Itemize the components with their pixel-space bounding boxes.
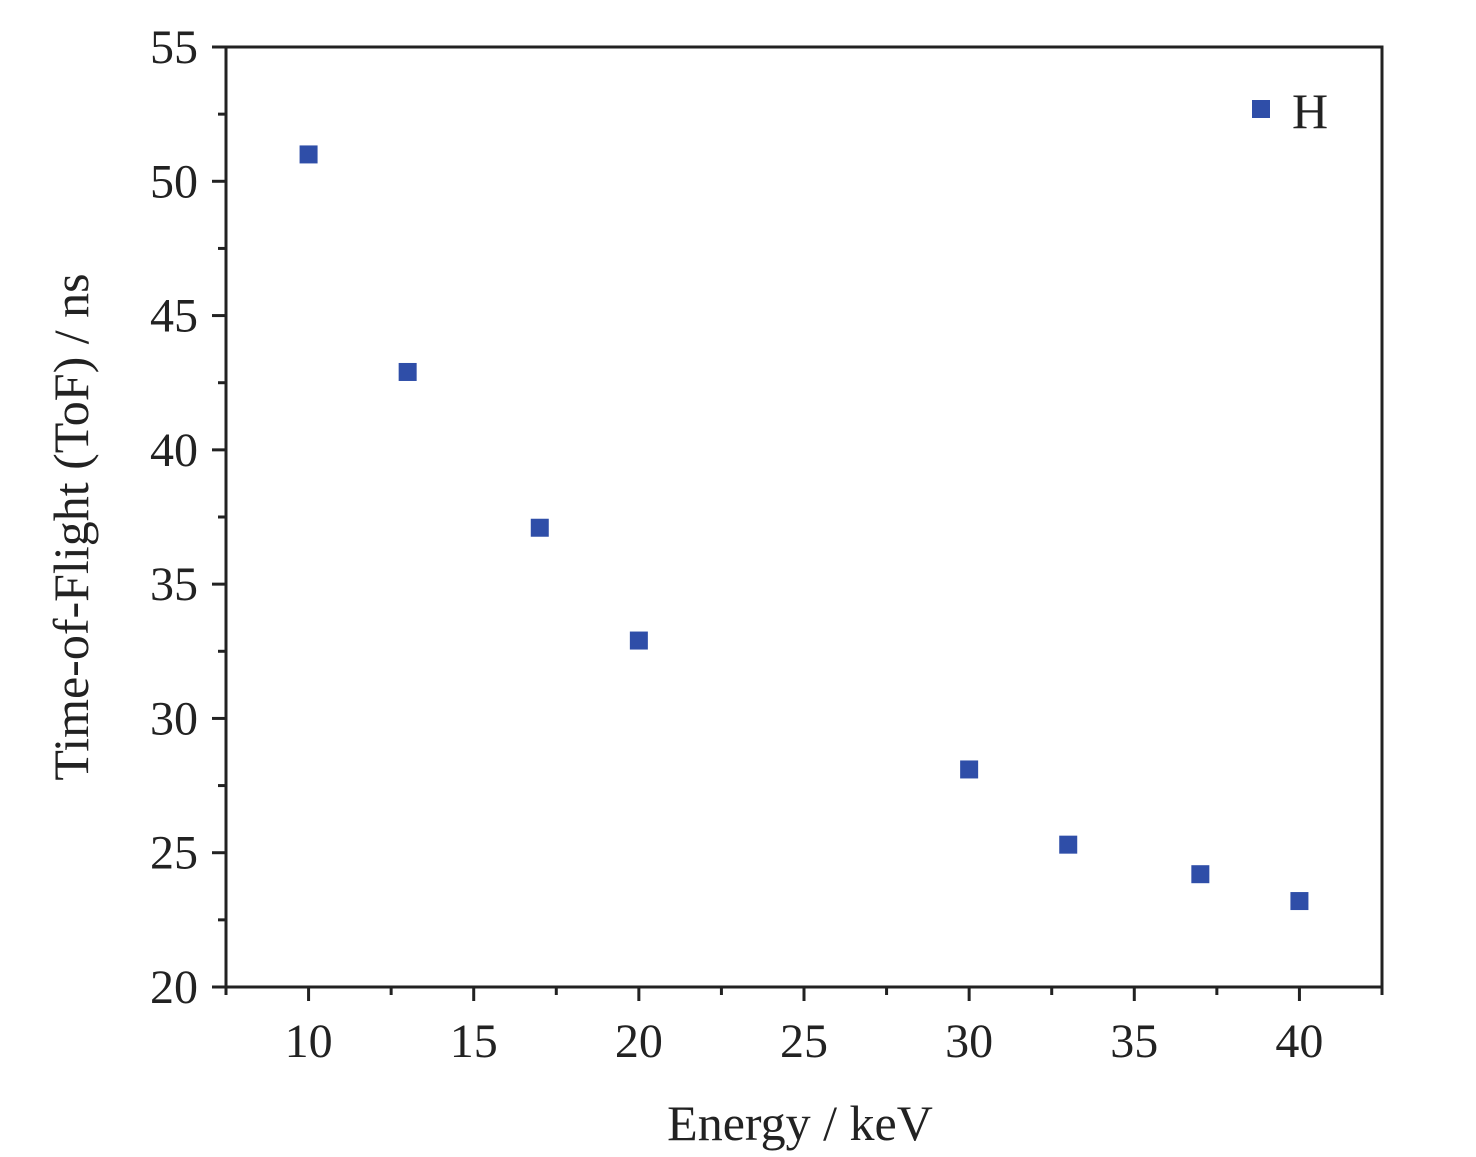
data-point-square	[629, 631, 648, 650]
data-point-square	[299, 145, 318, 164]
y-tick-label: 50	[150, 155, 198, 208]
legend-label: H	[1292, 83, 1328, 139]
y-tick-label: 30	[150, 692, 198, 745]
x-tick-label: 25	[780, 1015, 828, 1068]
data-point-square	[1290, 892, 1309, 911]
data-point-square	[1191, 865, 1210, 884]
x-tick-label: 40	[1275, 1015, 1323, 1068]
x-tick-label: 10	[285, 1015, 333, 1068]
axes: 10 15 20 25 30 35 40 20 25 30 35 40 45 50 55	[150, 21, 1384, 1068]
data-point-square	[1059, 835, 1078, 854]
y-tick-label: 55	[150, 21, 198, 74]
data-point-square	[530, 518, 549, 537]
x-tick-label: 30	[945, 1015, 993, 1068]
plot-frame	[224, 45, 1384, 989]
x-tick-label: 20	[615, 1015, 663, 1068]
y-tick-label: 25	[150, 827, 198, 880]
data-point-square	[960, 760, 979, 779]
data-points	[299, 145, 1309, 911]
y-tick-label: 40	[150, 424, 198, 477]
y-tick-label: 45	[150, 290, 198, 343]
y-axis-label: Time-of-Flight (ToF) / ns	[43, 273, 99, 780]
legend-marker-square	[1252, 100, 1270, 118]
x-axis-label: Energy / keV	[667, 1095, 933, 1151]
x-tick-label: 35	[1110, 1015, 1158, 1068]
y-tick-label: 35	[150, 558, 198, 611]
legend: H	[1252, 83, 1328, 139]
x-tick-label: 15	[450, 1015, 498, 1068]
data-point-square	[398, 362, 417, 381]
y-tick-label: 20	[150, 961, 198, 1014]
